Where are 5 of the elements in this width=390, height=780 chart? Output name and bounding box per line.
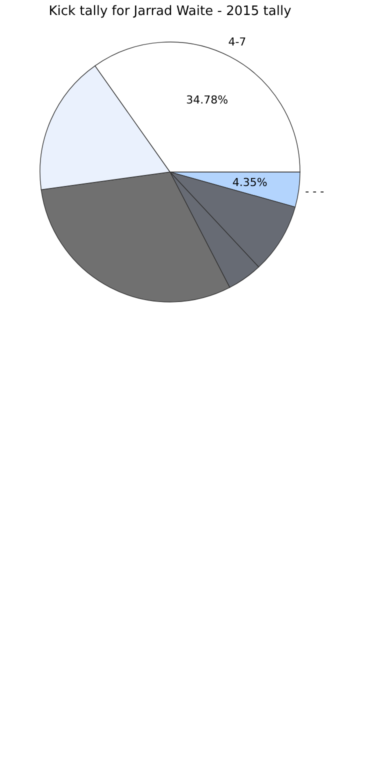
data-label: 4.35% [232,176,268,189]
data-label: 34.78% [186,93,228,106]
slice-label: - - - [305,184,324,198]
slice-label: 4-7 [228,35,246,48]
chart-title: Kick tally for Jarrad Waite - 2015 tally [48,4,292,19]
